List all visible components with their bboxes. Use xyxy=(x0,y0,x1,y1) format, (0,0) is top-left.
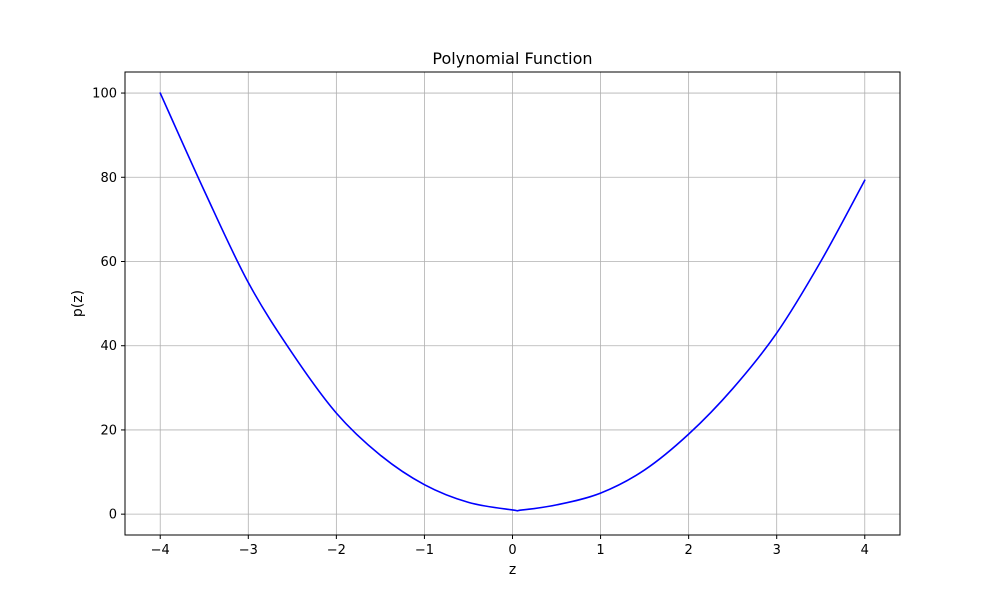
x-tick-label: 0 xyxy=(508,543,516,558)
x-tick-label: −3 xyxy=(239,543,258,558)
series-line xyxy=(159,92,866,512)
x-tick-label: 2 xyxy=(684,543,692,558)
y-axis-label: p(z) xyxy=(70,290,86,317)
x-tick-label: −4 xyxy=(151,543,170,558)
x-tick-label: 4 xyxy=(861,543,869,558)
y-tick-label: 0 xyxy=(109,508,117,523)
x-axis-label: z xyxy=(509,562,516,578)
y-tick-label: 60 xyxy=(100,255,117,270)
y-tick-label: 80 xyxy=(100,171,117,186)
x-tick-label: 3 xyxy=(773,543,781,558)
series-layer xyxy=(159,92,866,512)
chart-title: Polynomial Function xyxy=(432,49,592,68)
x-tick-label: −1 xyxy=(415,543,434,558)
x-tick-label: 1 xyxy=(596,543,604,558)
y-tick-label: 20 xyxy=(100,423,117,438)
grid xyxy=(125,72,900,535)
x-tick-label: −2 xyxy=(327,543,346,558)
y-tick-label: 100 xyxy=(92,87,117,102)
y-tick-label: 40 xyxy=(100,339,117,354)
